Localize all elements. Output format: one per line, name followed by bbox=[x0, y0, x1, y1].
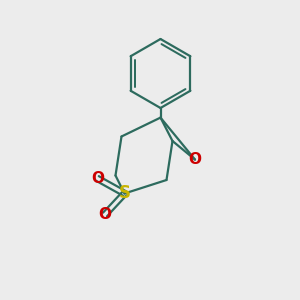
Text: S: S bbox=[118, 184, 130, 202]
Text: O: O bbox=[98, 207, 112, 222]
Text: O: O bbox=[188, 152, 202, 167]
Text: O: O bbox=[91, 171, 104, 186]
